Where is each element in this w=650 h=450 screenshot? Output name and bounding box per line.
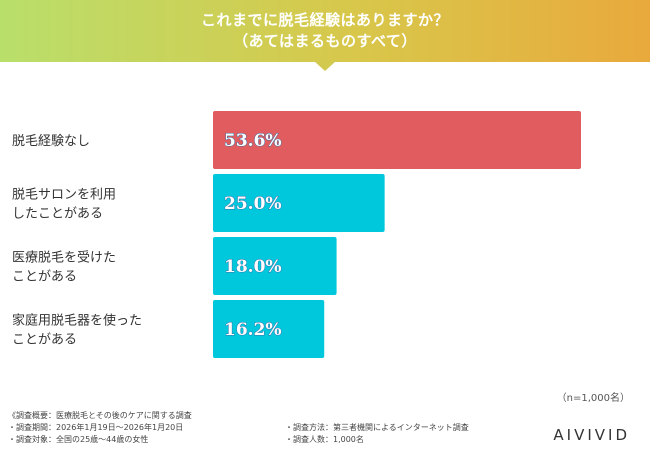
category-label-line: ことがある (12, 333, 77, 348)
survey-note: ・調査人数：1,000名 (285, 435, 364, 444)
bar-chart: 53.6% 脱毛経験なし 25.0% 脱毛サロンを利用したことがある 18.0% 医療脱毛… (12, 111, 581, 358)
chart-title-line1: これまでに脱毛経験はありますか？ (200, 11, 449, 29)
chart-header: これまでに脱毛経験はありますか？ （あてはまるものすべて） (0, 0, 650, 62)
category-label: 脱毛経験なし (12, 134, 90, 149)
category-label-line: 脱毛経験なし (12, 134, 90, 149)
bar-0 (213, 111, 581, 169)
survey-note: ・調査対象：全国の25歳～44歳の女性 (8, 435, 149, 444)
category-label-line: 脱毛サロンを利用 (12, 188, 116, 203)
category-label: 医療脱毛を受けたことがある (12, 251, 116, 285)
category-label: 脱毛サロンを利用したことがある (12, 188, 116, 222)
survey-note: ・調査期間：2026年1月19日～2026年1月20日 (8, 423, 184, 432)
bar-value-label: 53.6% (224, 131, 282, 151)
category-label: 家庭用脱毛器を使ったことがある (12, 313, 142, 348)
category-label-line: 医療脱毛を受けた (12, 251, 116, 266)
header-pointer (314, 61, 336, 71)
chart-title-line2: （あてはまるものすべて） (233, 32, 417, 50)
category-label-line: したことがある (12, 207, 103, 222)
bar-value-label: 18.0% (224, 257, 282, 277)
survey-notes-left: 《調査概要：医療脱毛とその後のケアに関する調査 ・調査期間：2026年1月19日… (8, 410, 192, 446)
bar-3 (213, 300, 325, 358)
bar-value-label: 16.2% (224, 320, 282, 340)
survey-note: 《調査概要：医療脱毛とその後のケアに関する調査 (8, 411, 192, 420)
brand-logo: AIVIVID (553, 426, 630, 444)
survey-notes-right: ・調査方法：第三者機関によるインターネット調査 ・調査人数：1,000名 (285, 422, 469, 446)
sample-size-label: （n=1,000名） (556, 393, 630, 404)
survey-note: ・調査方法：第三者機関によるインターネット調査 (285, 423, 469, 432)
category-label-line: ことがある (12, 270, 77, 285)
bar-1 (213, 174, 385, 232)
category-label-line: 家庭用脱毛器を使った (12, 313, 142, 329)
bar-2 (213, 237, 337, 295)
bar-value-label: 25.0% (224, 194, 282, 214)
